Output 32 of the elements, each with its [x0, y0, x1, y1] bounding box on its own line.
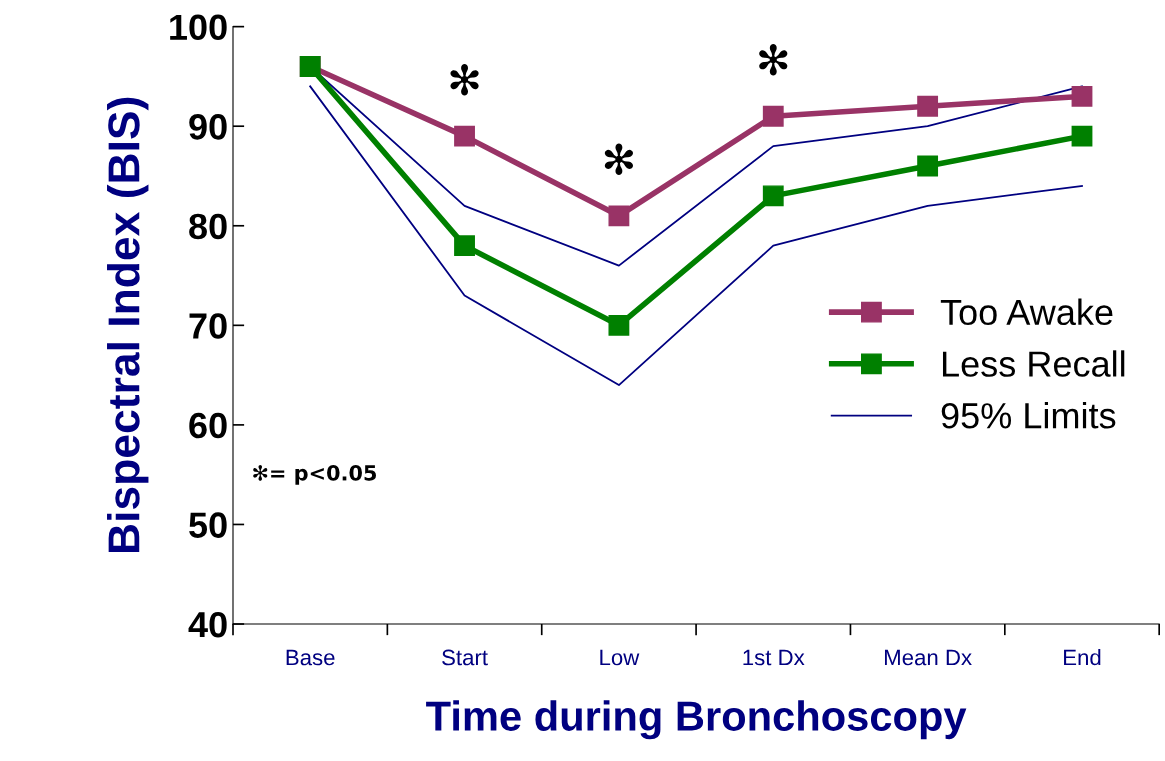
point: [1071, 125, 1093, 147]
x-tick-label: Base: [286, 649, 335, 666]
y-tick-label: 100: [170, 14, 227, 41]
y-tick-label: 80: [189, 213, 227, 240]
point: [608, 205, 630, 227]
point: [1071, 85, 1093, 107]
x-tick-label: Mean Dx: [885, 649, 972, 666]
annotation: ✻= p<0.05: [253, 464, 376, 485]
annotation: ✻: [759, 44, 788, 76]
x-axis-title: Time during Bronchoscopy: [426, 700, 967, 740]
annotation: ✻: [450, 63, 479, 96]
point: [762, 185, 784, 207]
x-tick-label: Start: [442, 649, 488, 666]
y-axis-title: Bispectral Index (BIS): [107, 97, 149, 553]
point: [762, 105, 784, 127]
y-tick-label: 60: [189, 412, 227, 439]
legend-label: Too Awake: [940, 298, 1113, 326]
y-tick-label: 90: [189, 114, 227, 140]
point: [454, 235, 475, 257]
y-tick-label: 70: [189, 313, 227, 339]
point: [454, 125, 475, 147]
x-tick-label: 1st Dx: [743, 649, 805, 666]
x-tick-label: Low: [600, 649, 640, 666]
point: [608, 314, 630, 336]
legend-label: 95% Limits: [941, 402, 1116, 429]
y-tick-label: 40: [188, 611, 227, 638]
legend-label: Less Recall: [942, 350, 1125, 377]
y-tick-label: 50: [189, 512, 227, 538]
point: [917, 155, 939, 177]
point: [917, 95, 939, 117]
x-tick-label: End: [1064, 649, 1101, 666]
annotation: ✻: [604, 143, 633, 176]
